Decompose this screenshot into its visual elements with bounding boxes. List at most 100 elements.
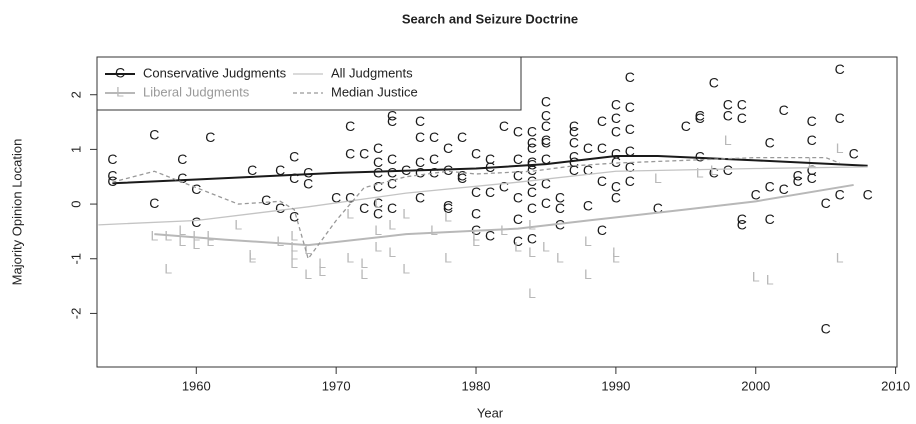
point-marker: C: [513, 211, 523, 227]
point-marker: L: [836, 140, 844, 156]
point-marker: C: [807, 113, 817, 129]
point-marker: C: [625, 121, 635, 137]
point-marker: C: [289, 170, 299, 186]
point-marker: C: [555, 189, 565, 205]
point-marker: L: [388, 217, 396, 233]
point-marker: C: [429, 165, 439, 181]
point-marker: C: [415, 189, 425, 205]
legend-box: [96, 56, 522, 111]
point-marker: C: [345, 118, 355, 134]
point-marker: C: [611, 110, 621, 126]
y-axis-label: Majority Opinion Location: [9, 139, 24, 286]
point-marker: C: [583, 198, 593, 214]
point-marker: C: [527, 184, 537, 200]
point-marker: L: [696, 165, 704, 181]
point-marker: C: [793, 167, 803, 183]
point-marker: L: [542, 239, 550, 255]
point-marker: C: [485, 228, 495, 244]
point-marker: C: [499, 178, 509, 194]
point-marker: L: [514, 239, 522, 255]
point-marker: C: [275, 200, 285, 216]
legend-label: All Judgments: [331, 65, 413, 80]
point-marker: C: [191, 181, 201, 197]
point-marker: C: [513, 167, 523, 183]
point-marker: C: [765, 211, 775, 227]
point-marker: C: [457, 170, 467, 186]
point-marker: C: [471, 184, 481, 200]
point-marker: C: [611, 189, 621, 205]
point-marker: C: [261, 192, 271, 208]
point-marker: C: [513, 189, 523, 205]
point-marker: L: [276, 233, 284, 249]
point-marker: C: [569, 118, 579, 134]
point-marker: L: [346, 249, 354, 265]
point-marker: C: [303, 165, 313, 181]
point-marker: C: [835, 187, 845, 203]
point-marker: C: [373, 154, 383, 170]
point-marker: L: [752, 269, 760, 285]
point-marker: C: [485, 184, 495, 200]
point-marker: L: [808, 154, 816, 170]
point-marker: C: [597, 140, 607, 156]
point-marker: L: [402, 260, 410, 276]
point-marker: L: [192, 228, 200, 244]
point-marker: C: [695, 148, 705, 164]
y-tick-label: 1: [68, 146, 83, 153]
chart-title: Search and Seizure Doctrine: [402, 11, 578, 26]
point-marker: L: [304, 266, 312, 282]
point-marker: L: [528, 244, 536, 260]
point-marker: C: [387, 107, 397, 123]
point-marker: L: [654, 170, 662, 186]
point-marker: C: [737, 211, 747, 227]
point-marker: C: [387, 165, 397, 181]
point-marker: L: [472, 233, 480, 249]
point-marker: C: [289, 148, 299, 164]
point-marker: L: [444, 208, 452, 224]
point-marker: L: [234, 217, 242, 233]
point-marker: C: [457, 129, 467, 145]
point-marker: L: [318, 255, 326, 271]
x-tick-label: 1980: [462, 378, 491, 393]
point-marker: C: [247, 162, 257, 178]
y-tick-label: -2: [68, 308, 83, 320]
point-marker: C: [723, 107, 733, 123]
point-marker: C: [513, 151, 523, 167]
point-marker: C: [443, 140, 453, 156]
point-marker: C: [513, 124, 523, 140]
point-marker: L: [584, 233, 592, 249]
point-marker: C: [415, 165, 425, 181]
point-marker: C: [737, 217, 747, 233]
point-marker: C: [541, 151, 551, 167]
point-marker: C: [751, 187, 761, 203]
point-marker: L: [192, 236, 200, 252]
y-tick-label: 2: [68, 91, 83, 98]
x-tick-label: 1960: [182, 378, 211, 393]
point-marker: C: [359, 146, 369, 162]
point-marker: C: [107, 151, 117, 167]
point-marker: C: [429, 129, 439, 145]
legend-label: Median Justice: [331, 84, 418, 99]
point-marker: C: [709, 165, 719, 181]
point-marker: C: [513, 233, 523, 249]
point-marker: L: [374, 222, 382, 238]
point-marker: C: [695, 110, 705, 126]
point-marker: C: [345, 189, 355, 205]
trend-line: [112, 156, 840, 261]
point-marker: C: [527, 124, 537, 140]
point-marker: C: [289, 208, 299, 224]
point-marker: C: [625, 69, 635, 85]
y-tick-label: -1: [68, 253, 83, 265]
point-marker: C: [457, 167, 467, 183]
point-marker: C: [387, 176, 397, 192]
point-marker: C: [373, 178, 383, 194]
point-marker: L: [164, 260, 172, 276]
point-marker: C: [541, 94, 551, 110]
point-marker: L: [836, 249, 844, 265]
point-marker: C: [625, 143, 635, 159]
point-marker: L: [612, 249, 620, 265]
point-marker: L: [724, 132, 732, 148]
point-marker: C: [555, 200, 565, 216]
point-marker: C: [821, 195, 831, 211]
y-tick-label: 0: [68, 200, 83, 207]
point-marker: C: [443, 198, 453, 214]
